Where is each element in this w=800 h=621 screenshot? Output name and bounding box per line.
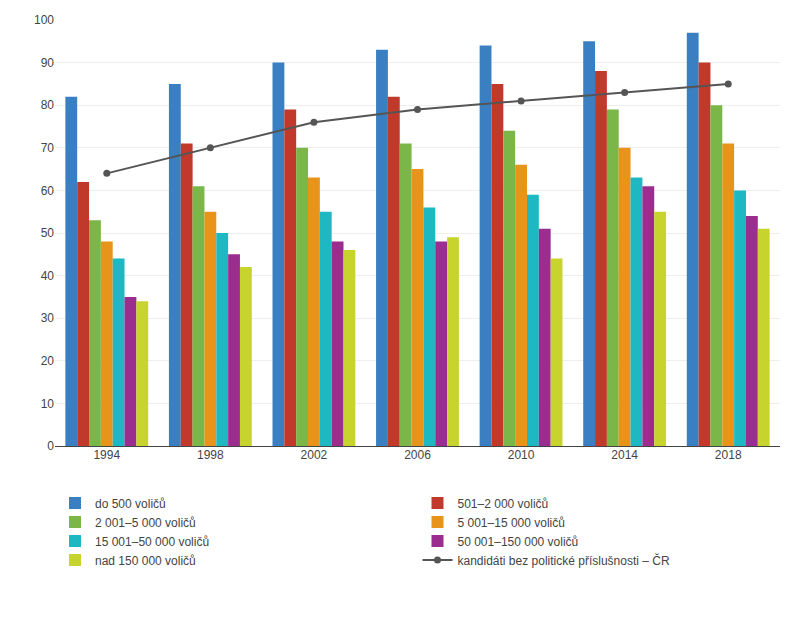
svg-text:2018: 2018 bbox=[715, 448, 742, 462]
svg-text:100: 100 bbox=[34, 13, 54, 27]
svg-text:kandidáti bez politické příslu: kandidáti bez politické příslušnosti – Č… bbox=[458, 553, 670, 568]
svg-text:0: 0 bbox=[47, 439, 54, 453]
svg-text:do 500 voličů: do 500 voličů bbox=[95, 497, 166, 511]
svg-text:20: 20 bbox=[41, 354, 55, 368]
svg-text:501–2 000 voličů: 501–2 000 voličů bbox=[458, 497, 549, 511]
svg-text:40: 40 bbox=[41, 269, 55, 283]
svg-text:2014: 2014 bbox=[611, 448, 638, 462]
svg-text:2002: 2002 bbox=[301, 448, 328, 462]
svg-text:2006: 2006 bbox=[404, 448, 431, 462]
svg-text:2 001–5 000 voličů: 2 001–5 000 voličů bbox=[95, 516, 196, 530]
svg-text:30: 30 bbox=[41, 311, 55, 325]
svg-text:70: 70 bbox=[41, 141, 55, 155]
svg-text:90: 90 bbox=[41, 56, 55, 70]
svg-text:5 001–15 000 voličů: 5 001–15 000 voličů bbox=[458, 516, 565, 530]
svg-text:1994: 1994 bbox=[93, 448, 120, 462]
svg-text:50 001–150 000 voličů: 50 001–150 000 voličů bbox=[458, 535, 579, 549]
svg-text:2010: 2010 bbox=[508, 448, 535, 462]
svg-text:10: 10 bbox=[41, 397, 55, 411]
svg-text:50: 50 bbox=[41, 226, 55, 240]
svg-text:15 001–50 000 voličů: 15 001–50 000 voličů bbox=[95, 535, 209, 549]
svg-text:1998: 1998 bbox=[197, 448, 224, 462]
svg-text:60: 60 bbox=[41, 184, 55, 198]
svg-text:80: 80 bbox=[41, 98, 55, 112]
svg-text:nad 150 000 voličů: nad 150 000 voličů bbox=[95, 554, 196, 568]
